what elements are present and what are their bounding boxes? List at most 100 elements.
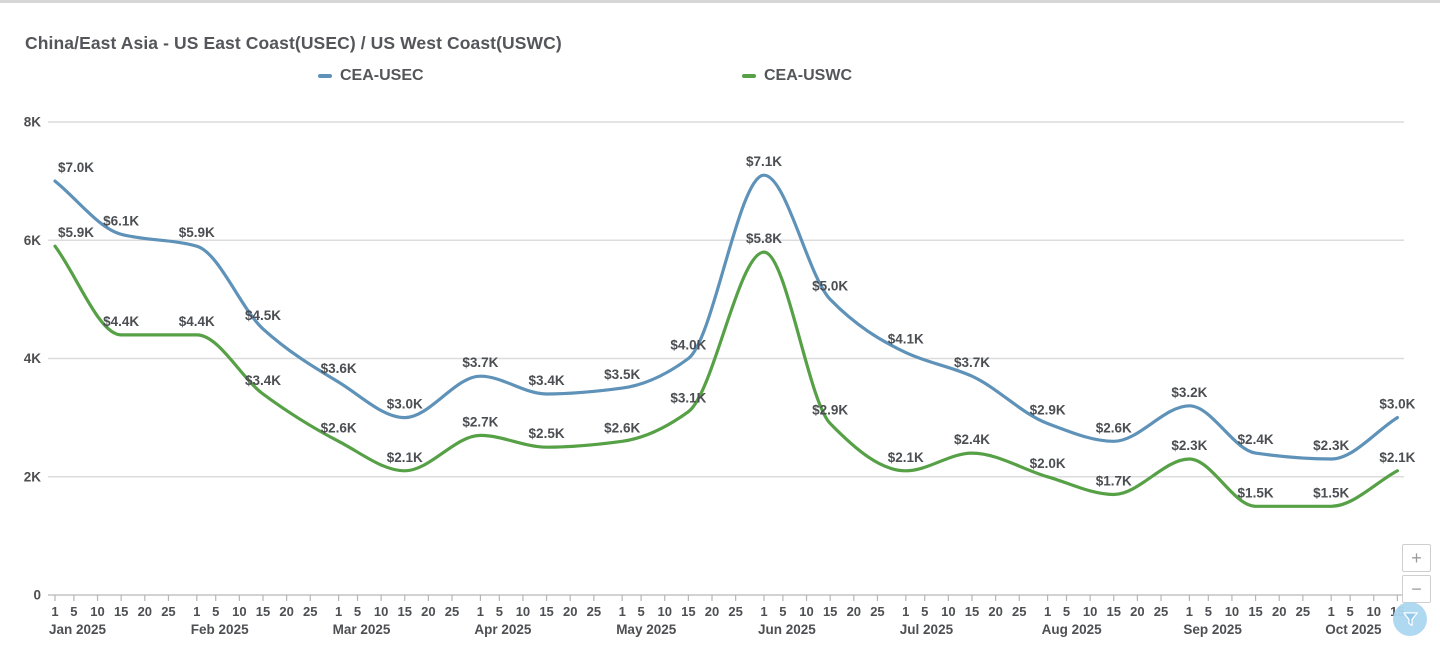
x-day-label: 10 bbox=[232, 604, 246, 619]
x-day-label: 1 bbox=[193, 604, 200, 619]
chart-title: China/East Asia - US East Coast(USEC) / … bbox=[25, 33, 562, 53]
x-day-label: 20 bbox=[988, 604, 1002, 619]
zoom-in-button[interactable]: + bbox=[1402, 544, 1431, 572]
x-day-label: 15 bbox=[256, 604, 270, 619]
x-day-label: 20 bbox=[279, 604, 293, 619]
x-day-label: 15 bbox=[1248, 604, 1262, 619]
x-day-label: 1 bbox=[335, 604, 342, 619]
x-day-label: 10 bbox=[658, 604, 672, 619]
x-day-label: 10 bbox=[516, 604, 530, 619]
data-label: $3.2K bbox=[1171, 385, 1207, 400]
x-day-label: 25 bbox=[1154, 604, 1168, 619]
x-day-label: 10 bbox=[799, 604, 813, 619]
x-day-label: 20 bbox=[705, 604, 719, 619]
x-day-label: 5 bbox=[496, 604, 503, 619]
data-label: $7.1K bbox=[746, 154, 782, 169]
data-label: $3.0K bbox=[387, 397, 423, 412]
legend-item-cea-uswc[interactable]: CEA-USWC bbox=[742, 67, 852, 85]
x-day-label: 1 bbox=[760, 604, 767, 619]
data-label: $5.9K bbox=[179, 225, 215, 240]
data-label: $2.4K bbox=[1238, 432, 1274, 447]
legend-marker-uswc-icon bbox=[742, 74, 756, 78]
x-day-label: 15 bbox=[539, 604, 553, 619]
x-day-label: 1 bbox=[1044, 604, 1051, 619]
data-label: $3.6K bbox=[321, 361, 357, 376]
x-day-label: 25 bbox=[303, 604, 317, 619]
data-label: $2.0K bbox=[1030, 456, 1066, 471]
series-line-cea-usec[interactable] bbox=[53, 173, 1399, 461]
data-label: $2.4K bbox=[954, 432, 990, 447]
x-day-label: 1 bbox=[619, 604, 626, 619]
data-label: $5.9K bbox=[58, 225, 94, 240]
y-axis-label: 0 bbox=[33, 588, 41, 603]
x-day-label: 1 bbox=[1186, 604, 1193, 619]
data-label: $2.9K bbox=[1030, 403, 1066, 418]
data-label: $4.0K bbox=[670, 338, 706, 353]
x-day-label: 5 bbox=[212, 604, 219, 619]
data-label: $3.7K bbox=[462, 355, 498, 370]
zoom-out-button[interactable]: − bbox=[1402, 575, 1431, 603]
x-day-label: 25 bbox=[1012, 604, 1026, 619]
funnel-icon bbox=[1402, 611, 1418, 626]
x-day-label: 5 bbox=[1205, 604, 1212, 619]
x-month-label: Jan 2025 bbox=[49, 622, 107, 637]
legend-label-uswc: CEA-USWC bbox=[764, 67, 852, 84]
x-day-label: 25 bbox=[728, 604, 742, 619]
x-day-label: 20 bbox=[1272, 604, 1286, 619]
x-day-label: 15 bbox=[823, 604, 837, 619]
x-day-label: 20 bbox=[138, 604, 152, 619]
x-day-label: 5 bbox=[1063, 604, 1070, 619]
data-label: $1.7K bbox=[1096, 473, 1132, 488]
x-month-label: May 2025 bbox=[616, 622, 677, 637]
series-line-cea-uswc[interactable] bbox=[53, 244, 1399, 508]
data-label: $5.0K bbox=[812, 278, 848, 293]
data-label: $3.4K bbox=[529, 373, 565, 388]
x-day-label: 5 bbox=[70, 604, 77, 619]
data-label: $2.1K bbox=[1379, 450, 1415, 465]
x-month-label: Sep 2025 bbox=[1183, 622, 1242, 637]
x-day-label: 25 bbox=[587, 604, 601, 619]
x-day-label: 20 bbox=[1130, 604, 1144, 619]
y-axis-label: 6K bbox=[24, 233, 42, 248]
data-label: $2.6K bbox=[321, 420, 357, 435]
x-day-label: 1 bbox=[1328, 604, 1335, 619]
y-axis-label: 4K bbox=[24, 351, 42, 366]
data-label: $7.0K bbox=[58, 160, 94, 175]
data-label: $3.0K bbox=[1379, 397, 1415, 412]
data-label: $1.5K bbox=[1313, 485, 1349, 500]
x-day-label: 1 bbox=[902, 604, 909, 619]
data-label: $2.3K bbox=[1171, 438, 1207, 453]
data-label: $1.5K bbox=[1238, 485, 1274, 500]
x-day-label: 10 bbox=[1083, 604, 1097, 619]
x-day-label: 10 bbox=[1225, 604, 1239, 619]
data-label: $3.5K bbox=[604, 367, 640, 382]
data-label: $4.5K bbox=[245, 308, 281, 323]
x-day-label: 20 bbox=[563, 604, 577, 619]
data-label: $2.5K bbox=[529, 426, 565, 441]
legend-item-cea-usec[interactable]: CEA-USEC bbox=[318, 67, 424, 85]
x-day-label: 1 bbox=[477, 604, 484, 619]
data-label: $2.3K bbox=[1313, 438, 1349, 453]
x-month-label: Jun 2025 bbox=[758, 622, 816, 637]
x-day-label: 10 bbox=[374, 604, 388, 619]
x-month-label: Aug 2025 bbox=[1042, 622, 1103, 637]
data-label: $2.6K bbox=[604, 420, 640, 435]
data-label: $2.7K bbox=[462, 414, 498, 429]
data-label: $5.8K bbox=[746, 231, 782, 246]
data-label: $6.1K bbox=[103, 213, 139, 228]
y-axis-label: 8K bbox=[24, 115, 42, 130]
data-label: $2.9K bbox=[812, 403, 848, 418]
filter-button[interactable] bbox=[1393, 602, 1427, 636]
x-day-label: 15 bbox=[1107, 604, 1121, 619]
x-month-label: Mar 2025 bbox=[333, 622, 391, 637]
data-label: $4.4K bbox=[179, 314, 215, 329]
legend-label-usec: CEA-USEC bbox=[340, 67, 424, 84]
x-day-label: 10 bbox=[1367, 604, 1381, 619]
x-day-label: 20 bbox=[421, 604, 435, 619]
x-day-label: 20 bbox=[847, 604, 861, 619]
x-day-label: 25 bbox=[161, 604, 175, 619]
x-day-label: 5 bbox=[354, 604, 361, 619]
x-day-label: 15 bbox=[398, 604, 412, 619]
